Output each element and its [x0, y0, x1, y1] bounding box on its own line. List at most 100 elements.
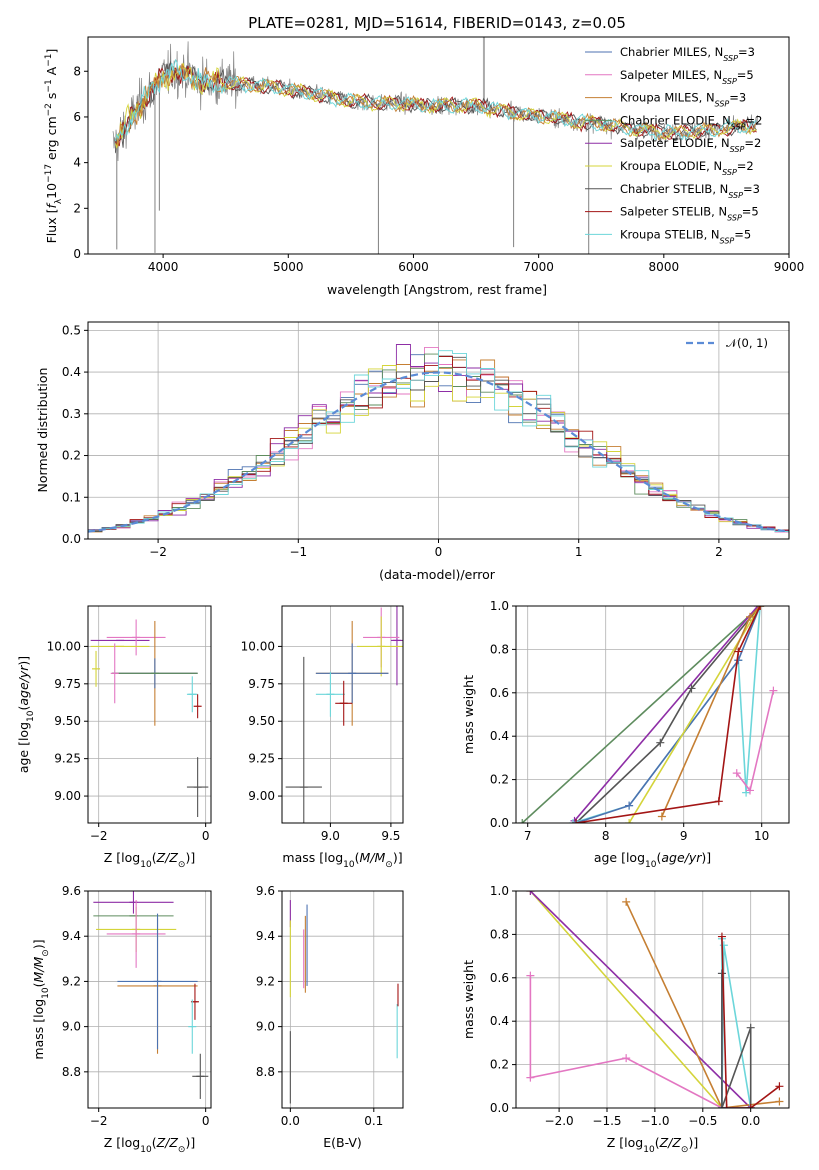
massweight-marker [625, 819, 634, 823]
x-tick-label: −0.5 [688, 1114, 717, 1128]
y-tick-label: 1.0 [490, 599, 509, 613]
legend-entry: Salpeter MILES, NSSP=5 [620, 68, 754, 86]
massweight-marker [625, 801, 634, 810]
plot-area [88, 344, 789, 533]
y-tick-label: 0.4 [490, 1014, 509, 1028]
x-tick-label: 9000 [774, 260, 805, 274]
axes-frame [515, 605, 790, 824]
x-axis-label: Z [log10(Z/Z⊙)] [104, 850, 195, 870]
massweight-marker [717, 1104, 726, 1108]
massweight-marker [756, 606, 765, 610]
x-tick-label: 0.1 [364, 1114, 383, 1128]
y-tick-label: 9.4 [256, 929, 275, 943]
y-tick-label: 0.8 [490, 927, 509, 941]
massweight-series-line [736, 690, 775, 793]
massweight-vs-metallicity-panel: −2.0 −1.5 −1.0 −0.5 0.0 0.0 0.2 0.4 0.6 0.8 1.0 Z [… [461, 884, 790, 1155]
y-tick-label: 0.0 [490, 816, 509, 830]
y-tick-label: 0.4 [62, 365, 81, 379]
normal-curve [88, 371, 789, 533]
y-tick-label: 1.0 [490, 884, 509, 898]
y-tick-label: 9.0 [62, 1020, 81, 1034]
massweight-marker [656, 738, 665, 747]
model-spectrum-line [115, 63, 757, 147]
y-tick-label: 8 [73, 64, 81, 78]
x-tick-label: 7 [524, 829, 532, 843]
massweight-series-line [575, 606, 761, 823]
massweight-marker [570, 816, 579, 823]
axes-frame [87, 36, 790, 255]
massweight-marker [719, 941, 728, 950]
massweight-marker [722, 1104, 731, 1108]
massweight-marker [622, 1054, 631, 1063]
plot-area [518, 606, 778, 823]
y-tick-label: 0.8 [490, 642, 509, 656]
massweight-series-line [529, 891, 752, 1108]
axes-frame [281, 605, 404, 824]
massweight-series-line [575, 606, 761, 823]
y-tick-label: 9.50 [248, 714, 275, 728]
plot-area [289, 900, 399, 1104]
massweight-marker [732, 769, 741, 778]
massweight-marker [622, 897, 631, 906]
y-tick-label: 9.4 [62, 929, 81, 943]
x-tick-label: 8000 [649, 260, 680, 274]
y-tick-label: 9.2 [256, 974, 275, 988]
y-tick-label: 9.00 [248, 789, 275, 803]
x-tick-label: 5000 [273, 260, 304, 274]
massweight-marker [746, 612, 754, 621]
x-tick-label: 0 [202, 829, 210, 843]
y-tick-label: 10.00 [241, 639, 275, 653]
residual-histogram-panel: −2 −1 0 1 2 0.0 0.1 0.2 0.3 0.4 0.5 𝒩(0, 1) (data-mo… [35, 321, 790, 582]
legend-entry: Kroupa STELIB, NSSP=5 [620, 227, 751, 245]
x-tick-label: −1.0 [640, 1114, 669, 1128]
massweight-marker [775, 1097, 784, 1106]
x-axis-label: E(B-V) [323, 1135, 362, 1150]
x-tick-label: −2.0 [545, 1114, 574, 1128]
y-tick-label: 0.6 [490, 686, 509, 700]
y-tick-label: 0 [73, 247, 81, 261]
massweight-marker [526, 971, 535, 980]
y-tick-label: 8.8 [62, 1065, 81, 1079]
y-tick-label: 9.75 [54, 677, 81, 691]
massweight-series-line [625, 901, 780, 1108]
figure-title: PLATE=0281, MJD=51614, FIBERID=0143, z=0… [248, 14, 626, 32]
y-tick-label: 9.2 [62, 974, 81, 988]
legend-entry: Chabrier STELIB, NSSP=3 [620, 182, 760, 200]
model-spectrum-line [115, 58, 757, 142]
plot-area [112, 37, 758, 254]
legend-entry: Chabrier MILES, NSSP=3 [620, 45, 755, 63]
x-axis-label: wavelength [Angstrom, rest frame] [327, 282, 547, 297]
massweight-marker [518, 819, 527, 823]
axes-frame [515, 890, 790, 1109]
massweight-marker [526, 891, 535, 895]
legend-entry: Salpeter ELODIE, NSSP=2 [620, 136, 761, 154]
y-tick-label: 9.0 [256, 1020, 275, 1034]
axes-frame [281, 890, 404, 1109]
plot-area [526, 891, 784, 1108]
plot-area [93, 891, 209, 1099]
age-vs-mass-panel: 9.0 9.5 9.00 9.25 9.50 9.75 10.00 mass [log10(M… [241, 605, 404, 870]
x-tick-label: −1.5 [592, 1114, 621, 1128]
massweight-series-line [573, 606, 759, 822]
y-axis-label: Flux [fλ10−17 erg cm−2 s−1 A−1] [44, 49, 64, 244]
legend-entry: 𝒩(0, 1) [726, 336, 768, 350]
y-tick-label: 10.00 [47, 639, 81, 653]
model-spectrum-line [115, 62, 757, 149]
y-axis-label: age [log10(age/yr)] [16, 656, 36, 773]
y-tick-label: 4 [73, 156, 81, 170]
y-tick-label: 0.2 [490, 1058, 509, 1072]
massweight-series-line [529, 975, 751, 1108]
x-tick-label: 0.0 [741, 1114, 760, 1128]
legend-entry: Kroupa ELODIE, NSSP=2 [620, 159, 754, 177]
massweight-series-line [521, 606, 761, 823]
massweight-marker [746, 1104, 755, 1108]
y-tick-label: 0.6 [490, 971, 509, 985]
x-tick-label: −2 [90, 829, 108, 843]
y-tick-label: 2 [73, 201, 81, 215]
massweight-vs-age-panel: 7 8 9 10 0.0 0.2 0.4 0.6 0.8 1.0 age [log10(age/yr… [461, 599, 790, 870]
legend-entry: Salpeter STELIB, NSSP=5 [620, 205, 759, 223]
y-tick-label: 0.3 [62, 407, 81, 421]
massweight-series-line [721, 973, 752, 1108]
x-tick-label: 0 [435, 545, 443, 559]
